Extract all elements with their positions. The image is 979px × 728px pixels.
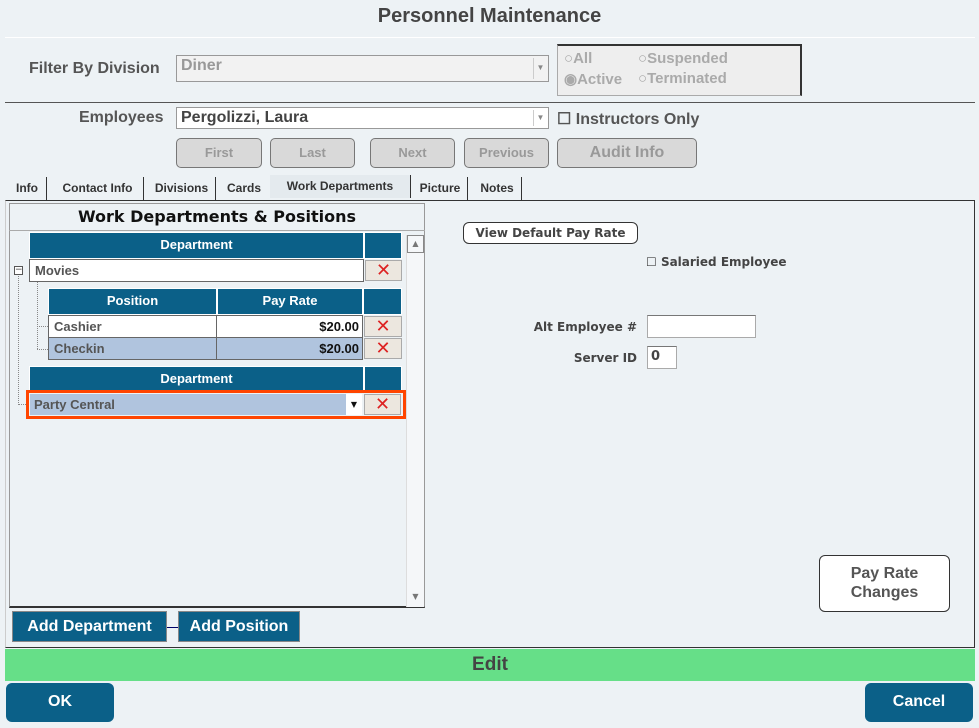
grid-title: Work Departments & Positions (9, 203, 425, 231)
tab-divisions[interactable]: Divisions (148, 177, 216, 200)
pay-rate-changes-button[interactable]: Pay Rate Changes (819, 555, 950, 612)
employees-label: Employees (79, 109, 164, 126)
last-button[interactable]: Last (270, 138, 355, 168)
collapse-icon[interactable]: − (14, 265, 23, 275)
tab-picture[interactable]: Picture (413, 177, 468, 200)
scroll-up-icon[interactable]: ▲ (407, 235, 424, 253)
position-header: Position (48, 288, 217, 315)
chevron-down-icon: ▼ (533, 58, 547, 79)
tree-line (37, 349, 48, 350)
pay-rate-header: Pay Rate (217, 288, 363, 315)
ok-button[interactable]: OK (6, 683, 114, 722)
add-position-button[interactable]: Add Position (178, 611, 300, 642)
first-button[interactable]: First (176, 138, 262, 168)
tab-work-departments[interactable]: Work Departments (270, 175, 411, 198)
position-cell[interactable]: Checkin (48, 337, 217, 360)
scrollbar[interactable]: ▲ ▼ (406, 235, 424, 607)
tab-cards[interactable]: Cards (226, 181, 261, 195)
server-id-input[interactable]: 0 (647, 346, 677, 369)
view-default-pay-rate-button[interactable]: View Default Pay Rate (463, 222, 638, 244)
salaried-employee-checkbox[interactable]: ☐ Salaried Employee (646, 255, 787, 269)
delete-icon[interactable]: ✕ (364, 394, 401, 415)
radio-terminated[interactable]: ○Terminated (638, 70, 727, 87)
alt-employee-label: Alt Employee # (533, 320, 637, 334)
header-blank (363, 288, 402, 315)
tree-line (37, 282, 38, 349)
delete-icon[interactable]: ✕ (365, 260, 402, 281)
status-radio-group: ○All ○Suspended ◉Active ○Terminated (557, 44, 802, 96)
delete-icon[interactable]: ✕ (364, 338, 402, 359)
tree-line (18, 272, 19, 405)
delete-icon[interactable]: ✕ (364, 316, 402, 337)
audit-info-button[interactable]: Audit Info (557, 138, 697, 168)
page-title: Personnel Maintenance (377, 5, 602, 27)
mode-bar: Edit (5, 649, 975, 681)
radio-all[interactable]: ○All (564, 50, 593, 67)
employee-select[interactable]: Pergolizzi, Laura ▼ (176, 107, 549, 129)
tree-line (37, 326, 48, 327)
position-cell[interactable]: Cashier (48, 315, 217, 338)
previous-button[interactable]: Previous (464, 138, 549, 168)
cancel-button[interactable]: Cancel (865, 683, 973, 722)
add-department-button[interactable]: Add Department (12, 611, 167, 642)
department-header: Department (29, 232, 364, 259)
next-button[interactable]: Next (370, 138, 455, 168)
filter-panel (5, 37, 975, 103)
tab-info[interactable]: Info (8, 177, 47, 200)
header-blank (364, 366, 402, 392)
department-select[interactable]: Party Central (30, 394, 348, 415)
tree-line (18, 404, 28, 405)
division-select[interactable]: Diner ▼ (176, 55, 549, 82)
tab-contact-info[interactable]: Contact Info (52, 177, 144, 200)
pay-rate-cell[interactable]: $20.00 (216, 337, 363, 360)
selected-department-highlight (26, 390, 406, 419)
header-blank (364, 232, 402, 259)
department-header: Department (29, 366, 364, 392)
scroll-down-icon[interactable]: ▼ (412, 592, 419, 601)
chevron-down-icon[interactable]: ▼ (346, 394, 362, 415)
chevron-down-icon: ▼ (533, 110, 547, 126)
department-row[interactable]: Movies (29, 259, 364, 282)
tab-content (5, 200, 975, 648)
pay-rate-cell[interactable]: $20.00 (216, 315, 363, 338)
radio-active[interactable]: ◉Active (564, 71, 623, 88)
server-id-label: Server ID (573, 351, 637, 365)
filter-label: Filter By Division (29, 60, 160, 77)
radio-suspended[interactable]: ○Suspended (638, 50, 728, 67)
tab-notes[interactable]: Notes (473, 177, 522, 200)
alt-employee-input[interactable] (647, 315, 756, 338)
connector-line (167, 627, 178, 628)
instructors-only-checkbox[interactable]: ☐ Instructors Only (557, 111, 700, 128)
